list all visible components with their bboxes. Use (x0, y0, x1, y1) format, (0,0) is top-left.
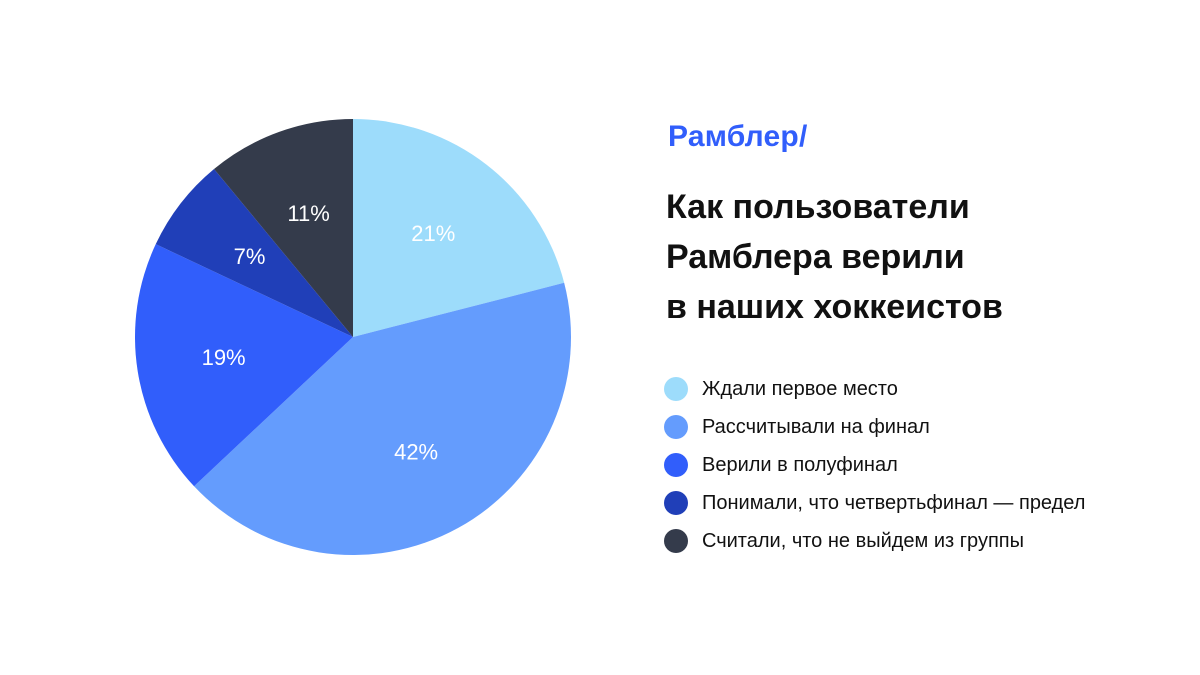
legend-label: Понимали, что четвертьфинал — предел (702, 491, 1086, 514)
chart-title-line-1: Как пользователи (666, 188, 970, 226)
pie-slice (194, 282, 571, 555)
legend-label: Рассчитывали на финал (702, 415, 930, 438)
slice-label: 21% (411, 221, 455, 246)
chart-title-line-3: в наших хоккеистов (666, 288, 1003, 326)
legend-item: Верили в полуфинал (664, 446, 1085, 484)
slice-label: 19% (202, 345, 246, 370)
slice-label: 11% (287, 201, 329, 226)
legend-label: Верили в полуфинал (702, 453, 898, 476)
legend-swatch (664, 491, 688, 515)
legend-item: Понимали, что четвертьфинал — предел (664, 484, 1085, 522)
chart-legend: Ждали первое место Рассчитывали на финал… (664, 370, 1085, 560)
pie-chart: 21% 42% 19% 7% 11% (135, 119, 571, 555)
legend-item: Считали, что не выйдем из группы (664, 522, 1085, 560)
pie-slice (135, 244, 353, 487)
legend-item: Ждали первое место (664, 370, 1085, 408)
pie-slice (353, 119, 565, 337)
legend-swatch (664, 377, 688, 401)
legend-item: Рассчитывали на финал (664, 408, 1085, 446)
legend-swatch (664, 529, 688, 553)
chart-title: Как пользователи Рамблера верили в наших… (666, 182, 1186, 332)
legend-swatch (664, 453, 688, 477)
pie-slice (214, 119, 353, 337)
chart-title-line-2: Рамблера верили (666, 238, 965, 276)
rambler-logo: Рамблер/ (668, 120, 808, 153)
legend-label: Считали, что не выйдем из группы (702, 529, 1024, 552)
slice-label: 42% (394, 439, 438, 464)
legend-label: Ждали первое место (702, 377, 898, 400)
legend-swatch (664, 415, 688, 439)
pie-slice (155, 169, 353, 337)
slice-label: 7% (234, 244, 266, 269)
